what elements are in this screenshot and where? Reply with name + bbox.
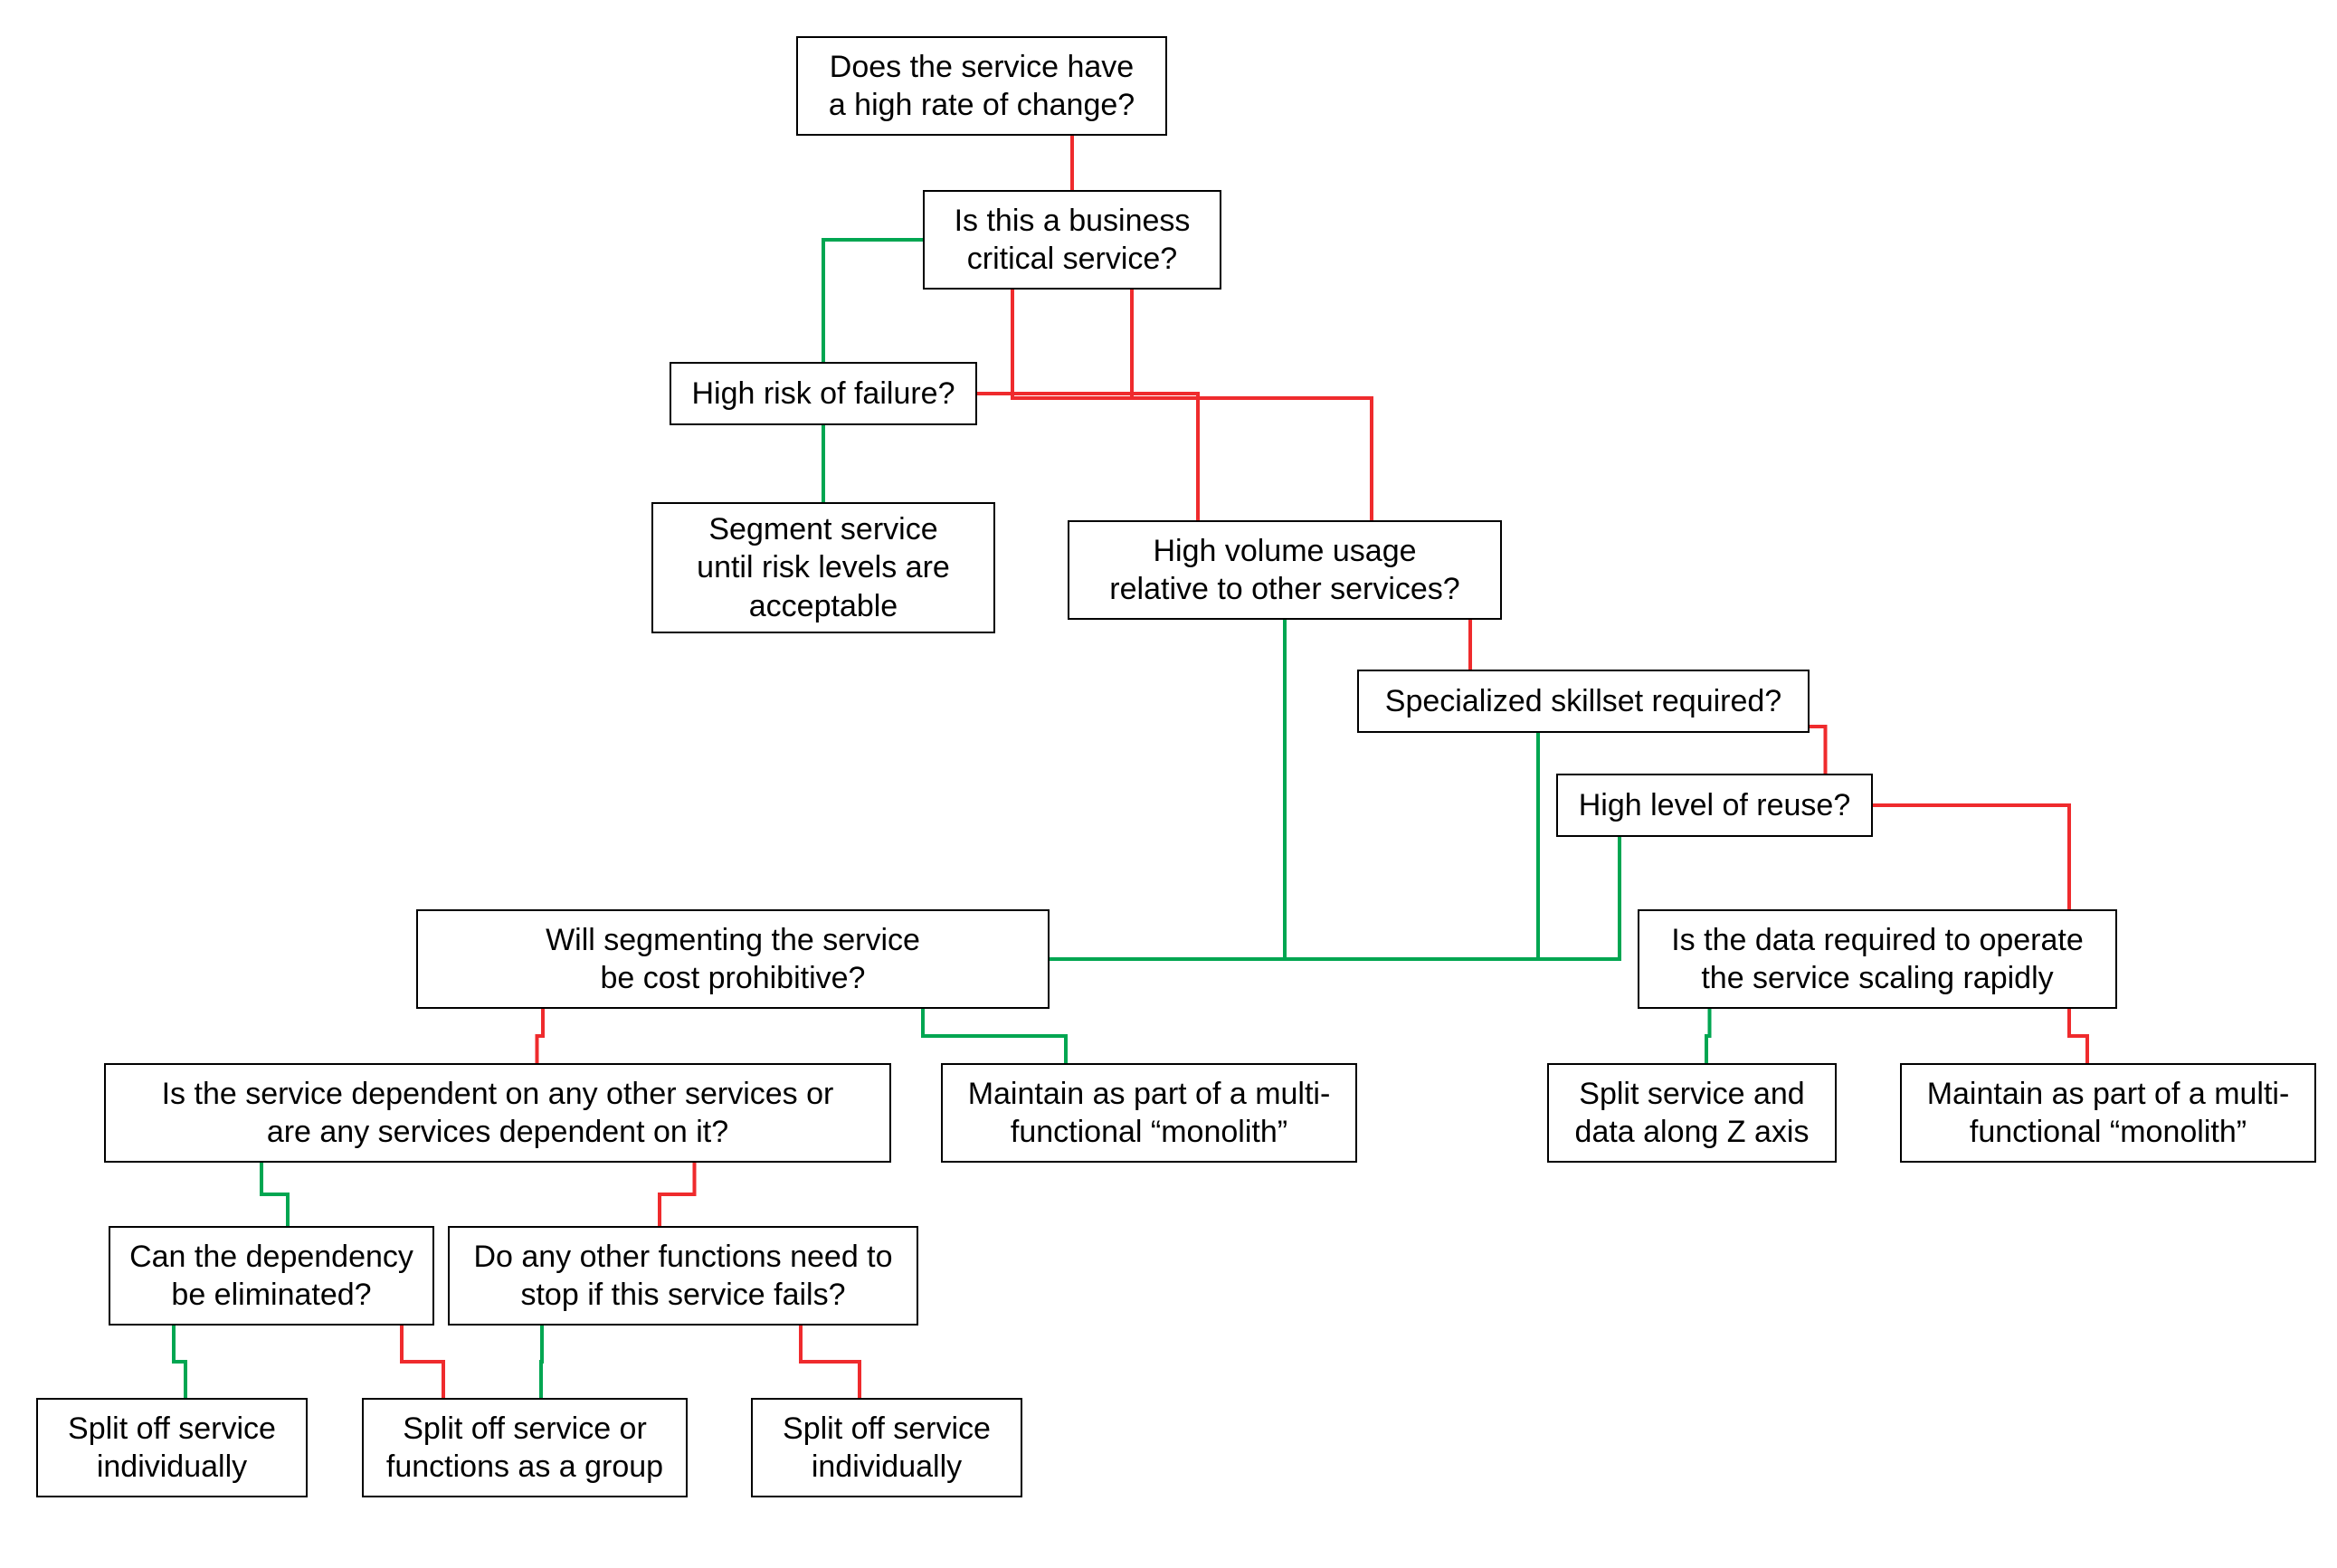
edge-q_elim-to-a_split1: [174, 1326, 185, 1398]
node-q_depend: Is the service dependent on any other se…: [104, 1063, 891, 1163]
node-a_monolith1: Maintain as part of a multi- functional …: [941, 1063, 1357, 1163]
node-q_stopfail: Do any other functions need to stop if t…: [448, 1226, 918, 1326]
node-q_elim: Can the dependency be eliminated?: [109, 1226, 434, 1326]
node-q_volume: High volume usage relative to other serv…: [1068, 520, 1502, 620]
edge-q_elim-to-a_splitgroup: [402, 1326, 443, 1398]
edge-q_stopfail-to-a_split2: [801, 1326, 860, 1398]
node-q_reuse: High level of reuse?: [1556, 774, 1873, 837]
edge-q_bizcrit-to-q_highrisk: [823, 240, 923, 362]
edge-q_skills-to-q_cost: [1050, 733, 1538, 959]
node-q_skills: Specialized skillset required?: [1357, 670, 1810, 733]
edge-q_scaling-to-a_splitz: [1706, 1009, 1710, 1063]
edge-q_bizcrit-to-q_volume: [1132, 290, 1372, 520]
edge-q_depend-to-q_stopfail: [660, 1163, 695, 1226]
node-q_highrisk: High risk of failure?: [670, 362, 977, 425]
edge-q_stopfail-to-a_splitgroup: [541, 1326, 542, 1398]
edge-q_reuse-to-q_scaling: [1873, 805, 2069, 909]
edge-q_skills-to-q_reuse: [1810, 727, 1826, 774]
node-q_cost: Will segmenting the service be cost proh…: [416, 909, 1050, 1009]
edge-q_cost-to-q_depend: [537, 1009, 544, 1063]
edge-q_reuse-to-q_cost: [1050, 837, 1620, 959]
node-a_split2: Split off service individually: [751, 1398, 1022, 1497]
node-q_scaling: Is the data required to operate the serv…: [1638, 909, 2117, 1009]
node-q_change: Does the service have a high rate of cha…: [796, 36, 1167, 136]
edge-q_highrisk-to-q_volume: [977, 394, 1198, 520]
node-a_segment: Segment service until risk levels are ac…: [651, 502, 995, 633]
node-a_splitgroup: Split off service or functions as a grou…: [362, 1398, 688, 1497]
flowchart-canvas: Does the service have a high rate of cha…: [0, 0, 2337, 1568]
node-q_bizcrit: Is this a business critical service?: [923, 190, 1221, 290]
node-a_monolith2: Maintain as part of a multi- functional …: [1900, 1063, 2316, 1163]
node-a_split1: Split off service individually: [36, 1398, 308, 1497]
edge-q_cost-to-a_monolith1: [923, 1009, 1066, 1063]
edge-q_bizcrit-to-q_volume: [1012, 290, 1372, 520]
edge-q_volume-to-q_cost: [1050, 620, 1285, 959]
edge-q_scaling-to-a_monolith2: [2069, 1009, 2087, 1063]
node-a_splitz: Split service and data along Z axis: [1547, 1063, 1837, 1163]
edge-q_depend-to-q_elim: [261, 1163, 288, 1226]
